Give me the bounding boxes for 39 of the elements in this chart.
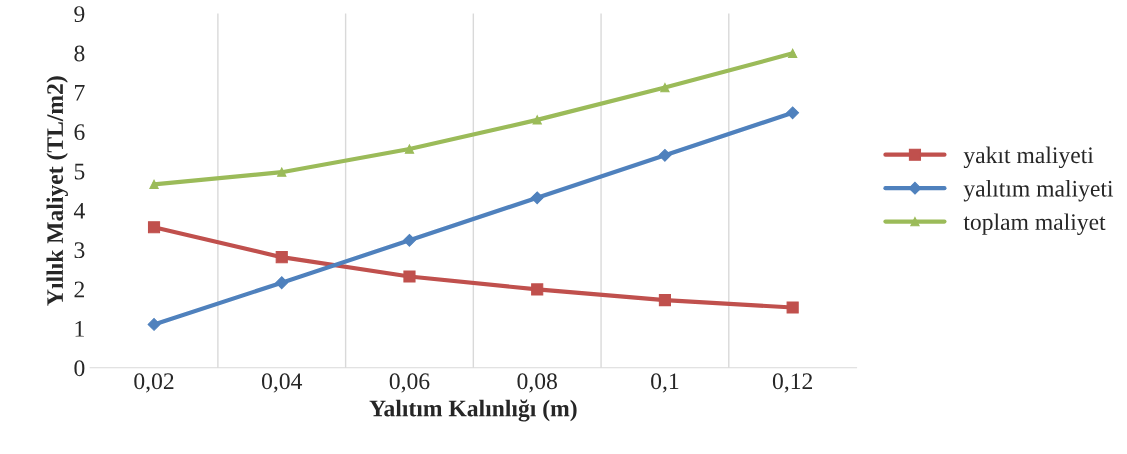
- y-tick-label: 5: [74, 163, 85, 180]
- point: [149, 179, 159, 190]
- point: [660, 82, 670, 93]
- legend-label: yakıt maliyeti: [963, 146, 1094, 169]
- point: [275, 276, 289, 290]
- point: [147, 221, 161, 234]
- x-tick-label: 0,08: [517, 373, 557, 393]
- x-tick-label: 0,12: [772, 373, 813, 393]
- point: [531, 283, 544, 296]
- legend-label: yalıtım maliyeti: [963, 180, 1114, 202]
- y-tick-label: 6: [74, 124, 85, 141]
- point: [658, 148, 672, 162]
- point: [403, 270, 416, 283]
- point: [532, 115, 542, 125]
- y-tick-label: 2: [74, 281, 84, 298]
- y-tick-label: 4: [73, 203, 85, 219]
- point: [275, 251, 288, 264]
- point: [787, 48, 798, 59]
- point: [530, 191, 544, 205]
- point: [147, 318, 161, 331]
- y-axis-title: Yıllık Maliyet (TL/m2): [46, 76, 68, 306]
- point: [403, 233, 416, 247]
- legend-label: toplam maliyet: [963, 213, 1106, 235]
- y-tick-label: 1: [75, 321, 84, 337]
- point: [786, 106, 800, 120]
- point: [786, 301, 799, 314]
- x-tick-label: 0,06: [389, 373, 430, 393]
- point: [404, 144, 415, 154]
- point: [277, 167, 287, 177]
- y-tick-label: 9: [74, 6, 85, 23]
- x-tick-label: 0,04: [261, 373, 303, 393]
- x-axis-title: Yalıtım Kalınlığı (m): [369, 399, 577, 422]
- y-tick-label: 8: [74, 45, 85, 62]
- x-tick-label: 0,02: [134, 373, 174, 393]
- y-tick-label: 7: [75, 85, 85, 101]
- y-tick-label: 3: [74, 242, 85, 259]
- x-tick-label: 0,1: [651, 373, 679, 393]
- point: [658, 293, 672, 307]
- y-tick-label: 0: [74, 360, 85, 377]
